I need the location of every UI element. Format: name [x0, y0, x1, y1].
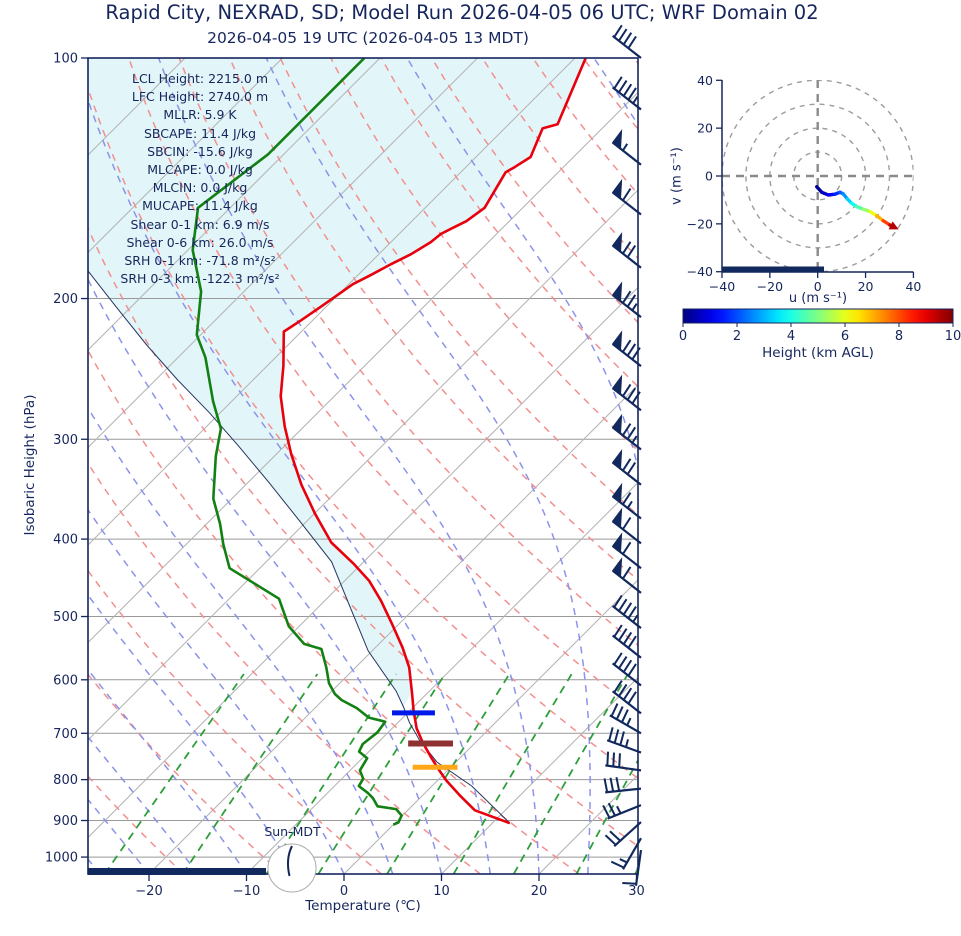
svg-text:500: 500 [53, 610, 78, 625]
wind-barb [611, 557, 642, 594]
valid-time-subtitle: 2026-04-05 19 UTC (2026-04-05 13 MDT) [207, 29, 529, 47]
wind-barb [611, 594, 642, 629]
wind-barb [611, 374, 642, 412]
svg-text:−20: −20 [687, 216, 713, 231]
sounding-index-line: Shear 0-1 km: 6.9 m/s [130, 216, 270, 232]
wind-barb [606, 727, 642, 754]
sounding-index-line: SRH 0-3 km: -122.3 m²/s² [120, 271, 280, 287]
svg-text:0: 0 [340, 884, 348, 899]
svg-text:6: 6 [841, 329, 849, 344]
level-markers [392, 710, 458, 770]
colorbar-label: Height (km AGL) [762, 345, 874, 361]
sounding-index-line: LCL Height: 2215.0 m [131, 71, 269, 86]
wind-barb [611, 624, 642, 659]
wind-barb [604, 821, 642, 847]
svg-text:−20: −20 [135, 884, 162, 899]
wind-barb [611, 231, 642, 269]
trace-arrow-head [888, 221, 899, 230]
skewt-axes: 100 200 300 400 500 600 700 800 900 1000 −20 −10 0 10… [45, 52, 645, 900]
svg-text:0: 0 [705, 169, 713, 184]
height-colorbar: 0 2 4 6 8 10 [679, 308, 961, 344]
svg-text:−10: −10 [233, 884, 260, 899]
svg-text:400: 400 [53, 533, 78, 548]
svg-text:10: 10 [945, 329, 961, 344]
wind-barb [611, 448, 642, 486]
sun-position-line [286, 845, 293, 877]
sounding-index-line: MLCIN: 0.0 J/kg [152, 180, 248, 196]
svg-text:−20: −20 [757, 279, 783, 294]
sun-dial [267, 843, 317, 893]
wind-barb [602, 802, 642, 820]
wind-barb [603, 776, 642, 794]
wind-barb [611, 281, 642, 318]
wind-barb [611, 330, 642, 367]
wind-barb [611, 507, 642, 545]
wind-barb [611, 680, 642, 715]
svg-text:0: 0 [679, 329, 687, 344]
cin-shaded-region [88, 58, 586, 707]
svg-text:40: 40 [905, 279, 921, 294]
wind-barb [610, 837, 642, 870]
hodograph-trace [815, 185, 899, 230]
hodograph-v-axis-label: v (m s⁻¹) [669, 147, 685, 205]
wind-barb [611, 532, 642, 570]
sounding-index-line: MLCAPE: 0.0 J/kg [147, 162, 253, 178]
wind-barb [622, 849, 643, 886]
hodograph-bar [722, 266, 824, 273]
wind-barb [611, 128, 642, 166]
wind-barb [611, 413, 642, 451]
svg-text:20: 20 [858, 279, 874, 294]
svg-text:200: 200 [53, 292, 78, 307]
sounding-index-line: SRH 0-1 km: -71.8 m²/s² [124, 253, 276, 269]
sounding-index-line: Shear 0-6 km: 26.0 m/s [126, 234, 274, 250]
sounding-index-line: SBCIN: -15.6 J/kg [147, 143, 253, 159]
svg-text:20: 20 [697, 121, 713, 136]
hodograph-range-ring [745, 103, 891, 249]
sounding-indices-box: LCL Height: 2215.0 m LFC Height: 2740.0 m… [90, 70, 310, 288]
wind-barb [611, 482, 642, 520]
sun-dial-label: Sun-MDT [264, 824, 321, 839]
temperature-axis-label: Temperature (℃) [305, 898, 421, 914]
svg-text:8: 8 [895, 329, 903, 344]
pressure-axis-label: Isobaric Height (hPa) [22, 394, 38, 536]
wind-barb [609, 703, 642, 735]
svg-text:4: 4 [787, 329, 795, 344]
svg-text:2: 2 [733, 329, 741, 344]
svg-text:−40: −40 [687, 264, 713, 279]
parcel-trace-line [88, 270, 511, 824]
sounding-index-line: LFC Height: 2740.0 m [131, 89, 269, 105]
svg-text:30: 30 [628, 884, 645, 899]
wind-barb [605, 751, 642, 772]
wind-barb-column [602, 24, 643, 886]
hodograph: −40 −20 0 20 40 −40 −20 0 20 40 [687, 73, 922, 294]
hodograph-u-axis-label: u (m s⁻¹) [788, 291, 848, 306]
svg-text:10: 10 [433, 884, 450, 899]
svg-text:0: 0 [814, 279, 822, 294]
wind-barb [611, 76, 642, 111]
sounding-index-line: MUCAPE: 11.4 J/kg [142, 198, 258, 214]
svg-text:700: 700 [53, 727, 78, 742]
svg-text:20: 20 [531, 884, 548, 899]
wind-barb [611, 24, 642, 59]
sounding-index-line: SBCAPE: 11.4 J/kg [143, 125, 257, 141]
svg-text:600: 600 [53, 673, 78, 688]
svg-text:800: 800 [53, 773, 78, 788]
dewpoint-curve [191, 58, 403, 826]
sounding-index-line: MLLR: 5.9 K [163, 107, 237, 123]
svg-text:900: 900 [53, 814, 78, 829]
wind-barb [611, 652, 642, 687]
svg-text:−40: −40 [709, 279, 735, 294]
svg-text:100: 100 [53, 52, 78, 67]
svg-text:40: 40 [697, 73, 713, 88]
skewt-background-lines [88, 58, 638, 874]
temperature-curve [279, 58, 587, 825]
svg-text:300: 300 [53, 433, 78, 448]
page-title: Rapid City, NEXRAD, SD; Model Run 2026-0… [105, 1, 819, 24]
wind-barb [611, 178, 642, 216]
surface-bar [88, 868, 266, 875]
svg-text:1000: 1000 [45, 851, 78, 866]
